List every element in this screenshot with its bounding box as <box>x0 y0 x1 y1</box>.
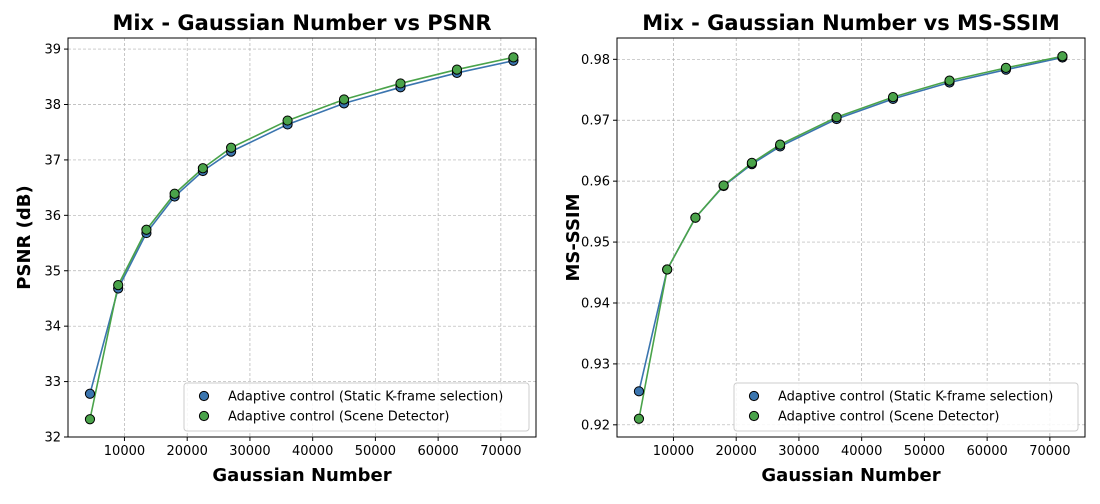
chart-title: Mix - Gaussian Number vs MS-SSIM <box>642 11 1060 35</box>
chart-title: Mix - Gaussian Number vs PSNR <box>112 11 491 35</box>
legend-marker-2 <box>198 410 210 422</box>
legend-marker-1 <box>198 390 210 402</box>
data-point-series-2 <box>746 157 757 168</box>
y-tick-label: 0.92 <box>581 418 610 433</box>
x-tick-label: 50000 <box>355 444 396 459</box>
y-tick-label: 0.96 <box>581 175 610 190</box>
legend-marker-1 <box>748 390 760 402</box>
data-point-series-1 <box>84 388 96 399</box>
y-tick-label: 0.93 <box>581 357 610 372</box>
y-tick-label: 35 <box>44 264 61 279</box>
y-tick-label: 39 <box>44 43 61 58</box>
x-axis-label: Gaussian Number <box>212 465 391 486</box>
data-point-series-2 <box>831 112 842 123</box>
y-tick-label: 32 <box>44 431 61 446</box>
series-line-1 <box>638 56 1063 392</box>
legend-label-1: Adaptive control (Static K-frame selecti… <box>778 390 1053 405</box>
series-line-1 <box>89 59 514 394</box>
y-tick-label: 0.94 <box>581 296 610 311</box>
data-point-series-2 <box>113 280 124 291</box>
legend-box <box>183 382 530 432</box>
data-point-series-2 <box>887 91 899 103</box>
chart-panel-2: 10000 20000 30000 40000 50000 60000 70000 0.92 0… <box>563 11 1086 486</box>
legend-marker-2 <box>748 410 760 422</box>
legend: Adaptive control (Static K-frame selecti… <box>183 382 530 432</box>
data-point-series-2 <box>775 139 786 150</box>
chart-panel-1: 10000 20000 30000 40000 50000 60000 70000 32 33 3… <box>14 11 537 486</box>
legend: Adaptive control (Static K-frame selecti… <box>733 382 1079 432</box>
y-tick-label: 33 <box>44 375 61 390</box>
data-point-series-2 <box>338 94 350 105</box>
x-tick-label: 60000 <box>966 444 1007 459</box>
data-point-series-2 <box>508 52 519 63</box>
axes-frame <box>67 37 537 438</box>
x-tick-label: 30000 <box>229 444 270 459</box>
data-point-series-2 <box>84 414 96 425</box>
data-point-series-2 <box>1057 51 1068 62</box>
x-tick-label: 10000 <box>653 444 694 459</box>
x-tick-label: 50000 <box>904 444 945 459</box>
data-point-series-2 <box>169 188 180 199</box>
data-point-series-2 <box>633 413 645 424</box>
x-tick-label: 70000 <box>1029 444 1070 459</box>
series-line-2 <box>89 56 514 420</box>
x-tick-label: 10000 <box>104 444 145 459</box>
y-tick-label: 34 <box>44 320 61 335</box>
legend-label-2: Adaptive control (Scene Detector) <box>228 410 449 425</box>
legend-label-2: Adaptive control (Scene Detector) <box>778 410 999 425</box>
x-axis-label: Gaussian Number <box>761 465 940 486</box>
data-point-series-2 <box>1000 62 1012 73</box>
y-tick-label: 38 <box>44 98 61 113</box>
data-point-series-2 <box>282 115 293 126</box>
y-axis-label: MS-SSIM <box>563 193 584 281</box>
data-point-series-2 <box>141 224 152 235</box>
y-tick-label: 0.98 <box>581 53 610 68</box>
y-tick-label: 36 <box>44 209 61 224</box>
x-tick-label: 70000 <box>480 444 521 459</box>
y-tick-label: 0.97 <box>581 114 610 129</box>
data-point-series-2 <box>451 64 463 75</box>
x-tick-label: 20000 <box>716 444 757 459</box>
y-tick-label: 0.95 <box>581 236 610 251</box>
x-tick-label: 40000 <box>841 444 882 459</box>
data-point-series-2 <box>395 78 406 89</box>
x-tick-label: 40000 <box>292 444 333 459</box>
x-tick-label: 20000 <box>167 444 208 459</box>
series-line-2 <box>638 55 1063 419</box>
x-tick-label: 60000 <box>417 444 458 459</box>
x-tick-label: 30000 <box>778 444 819 459</box>
data-point-series-1 <box>633 386 645 397</box>
y-axis-label: PSNR (dB) <box>14 185 35 289</box>
data-point-series-2 <box>197 163 208 174</box>
data-point-series-2 <box>944 75 955 86</box>
data-point-series-2 <box>226 142 237 153</box>
data-point-series-2 <box>662 264 673 275</box>
data-point-series-2 <box>690 212 701 223</box>
y-tick-label: 37 <box>44 153 61 168</box>
axes-frame <box>616 37 1086 438</box>
data-point-series-2 <box>718 180 729 191</box>
legend-label-1: Adaptive control (Static K-frame selecti… <box>228 390 503 405</box>
legend-box <box>733 382 1079 432</box>
